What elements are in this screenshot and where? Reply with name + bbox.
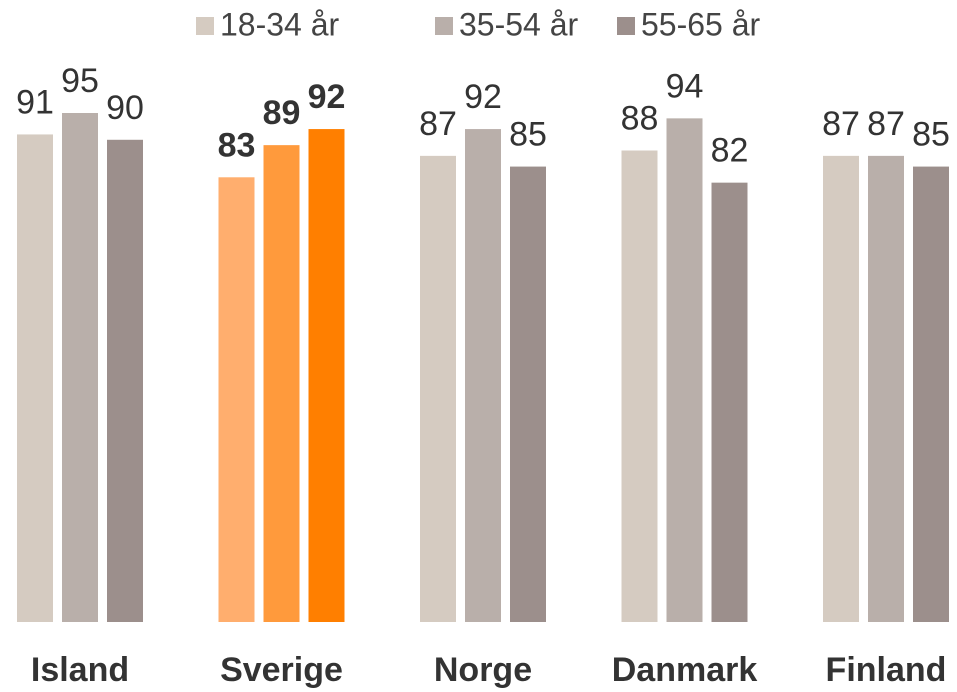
- value-label: 89: [263, 94, 301, 132]
- legend-label: 35-54 år: [459, 6, 579, 42]
- x-tick-label: Danmark: [612, 651, 758, 689]
- value-label: 90: [106, 89, 144, 127]
- x-tick-label: Sverige: [220, 651, 343, 689]
- value-label: 87: [822, 105, 860, 143]
- x-tick-label: Island: [31, 651, 129, 689]
- value-label: 87: [419, 105, 457, 143]
- bar: [308, 129, 345, 623]
- x-tick-label: Finland: [826, 651, 947, 689]
- value-label: 82: [711, 132, 749, 170]
- legend-swatch: [617, 17, 635, 35]
- value-label: 87: [867, 105, 905, 143]
- legend-label: 55-65 år: [641, 6, 761, 42]
- bar: [666, 118, 703, 622]
- value-label: 91: [16, 83, 54, 121]
- bar: [62, 113, 98, 622]
- value-label: 83: [218, 126, 256, 164]
- value-label: 94: [666, 67, 704, 105]
- value-label: 92: [464, 78, 502, 116]
- bar: [510, 166, 546, 622]
- bar: [913, 166, 949, 622]
- bar: [711, 182, 748, 622]
- bar: [621, 150, 658, 623]
- bar: [107, 139, 143, 622]
- bar: [17, 134, 53, 622]
- bar: [420, 155, 456, 622]
- value-label: 95: [61, 62, 99, 100]
- value-label: 92: [308, 78, 346, 116]
- value-label: 85: [912, 116, 950, 154]
- legend-swatch: [196, 17, 214, 35]
- bar: [465, 129, 501, 623]
- value-label: 88: [621, 99, 659, 137]
- bar: [263, 145, 300, 622]
- legend-swatch: [435, 17, 453, 35]
- x-tick-label: Norge: [434, 651, 532, 689]
- bar: [218, 177, 255, 622]
- value-label: 85: [509, 116, 547, 154]
- bar: [868, 155, 904, 622]
- legend-label: 18-34 år: [220, 6, 340, 42]
- bar: [823, 155, 859, 622]
